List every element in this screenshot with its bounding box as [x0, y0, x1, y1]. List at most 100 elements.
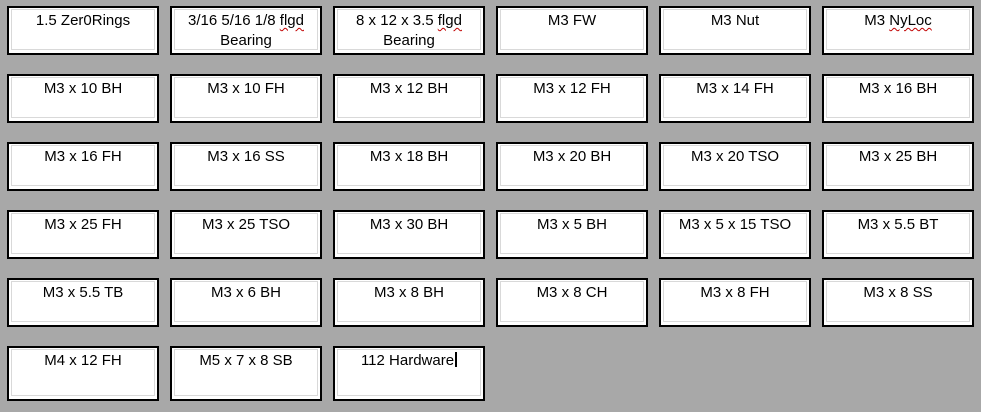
- label-segment: 3/16 5/16 1/8: [188, 12, 280, 29]
- label-text: M3 x 25 FH: [9, 212, 157, 235]
- label-cell[interactable]: M3 FW: [496, 6, 648, 55]
- label-cell[interactable]: M3 x 5.5 BT: [822, 210, 974, 259]
- label-segment: M3 x 16 BH: [858, 80, 938, 97]
- label-cell[interactable]: M3 x 10 BH: [7, 74, 159, 123]
- label-segment: Bearing: [220, 32, 272, 49]
- label-text: M3 x 16 SS: [172, 144, 320, 167]
- label-segment: M3 x 16 SS: [207, 148, 285, 165]
- label-text: M3 x 8 BH: [335, 280, 483, 303]
- label-cell[interactable]: 1.5 Zer0Rings: [7, 6, 159, 55]
- label-cell[interactable]: M4 x 12 FH: [7, 346, 159, 401]
- label-segment: M3 x 12 BH: [369, 80, 449, 97]
- label-cell[interactable]: M3 x 5 x 15 TSO: [659, 210, 811, 259]
- label-cell[interactable]: 112 Hardware: [333, 346, 485, 401]
- label-segment: M3 x 5.5 BT: [857, 216, 939, 233]
- label-cell[interactable]: M3 x 25 TSO: [170, 210, 322, 259]
- label-text: M3 FW: [498, 8, 646, 31]
- label-segment: M3 x 20 TSO: [690, 148, 780, 165]
- label-text: M3 x 20 TSO: [661, 144, 809, 167]
- label-segment: M3 x 5 BH: [536, 216, 608, 233]
- label-cell[interactable]: M3 x 5 BH: [496, 210, 648, 259]
- label-text: M3 x 14 FH: [661, 76, 809, 99]
- label-segment: M3 x 8 FH: [700, 284, 770, 301]
- label-segment: M3 x 10 FH: [207, 80, 285, 97]
- label-cell[interactable]: M3 Nut: [659, 6, 811, 55]
- label-cell[interactable]: M3 x 16 SS: [170, 142, 322, 191]
- label-cell[interactable]: M3 x 8 CH: [496, 278, 648, 327]
- label-segment: 1.5 Zer0Rings: [35, 12, 131, 29]
- label-cell[interactable]: 8 x 12 x 3.5 flgd Bearing: [333, 6, 485, 55]
- label-segment: M3 x 25 TSO: [201, 216, 291, 233]
- label-cell[interactable]: M3 x 25 BH: [822, 142, 974, 191]
- label-segment: M3: [864, 12, 890, 29]
- label-cell[interactable]: M5 x 7 x 8 SB: [170, 346, 322, 401]
- label-segment: M3 x 16 FH: [44, 148, 122, 165]
- label-segment: M3 x 10 BH: [43, 80, 123, 97]
- label-cell[interactable]: M3 x 8 FH: [659, 278, 811, 327]
- label-text: M3 x 12 FH: [498, 76, 646, 99]
- label-cell[interactable]: M3 x 8 BH: [333, 278, 485, 327]
- label-cell[interactable]: M3 x 30 BH: [333, 210, 485, 259]
- label-text: M3 x 12 BH: [335, 76, 483, 99]
- label-text: 112 Hardware: [335, 348, 483, 371]
- label-cell[interactable]: M3 x 20 TSO: [659, 142, 811, 191]
- label-text: M3 x 25 TSO: [172, 212, 320, 235]
- label-text: M3 x 5 x 15 TSO: [661, 212, 809, 235]
- label-text: M3 x 18 BH: [335, 144, 483, 167]
- label-cell[interactable]: M3 x 14 FH: [659, 74, 811, 123]
- label-text: M3 x 8 CH: [498, 280, 646, 303]
- label-cell[interactable]: M3 x 16 FH: [7, 142, 159, 191]
- label-segment: M3 Nut: [710, 12, 760, 29]
- label-segment: M3 x 14 FH: [696, 80, 774, 97]
- label-text: M3 Nut: [661, 8, 809, 31]
- label-text: M3 x 5.5 TB: [9, 280, 157, 303]
- label-segment: M3 x 25 BH: [858, 148, 938, 165]
- misspelled-word: flgd: [437, 12, 462, 29]
- label-text: M3 x 5 BH: [498, 212, 646, 235]
- label-text: M3 x 20 BH: [498, 144, 646, 167]
- label-segment: M3 x 25 FH: [44, 216, 122, 233]
- label-text: M3 x 10 FH: [172, 76, 320, 99]
- label-cell[interactable]: M3 x 5.5 TB: [7, 278, 159, 327]
- label-text: M3 x 5.5 BT: [824, 212, 972, 235]
- label-cell[interactable]: M3 x 18 BH: [333, 142, 485, 191]
- label-cell[interactable]: M3 x 10 FH: [170, 74, 322, 123]
- label-text: 8 x 12 x 3.5 flgd Bearing: [335, 8, 483, 51]
- label-segment: 8 x 12 x 3.5: [356, 12, 438, 29]
- label-cell[interactable]: M3 x 6 BH: [170, 278, 322, 327]
- label-text: M3 x 6 BH: [172, 280, 320, 303]
- label-text: M4 x 12 FH: [9, 348, 157, 371]
- label-cell[interactable]: M3 x 16 BH: [822, 74, 974, 123]
- label-text: M3 x 16 BH: [824, 76, 972, 99]
- label-segment: M3 x 8 SS: [863, 284, 933, 301]
- misspelled-word: flgd: [279, 12, 304, 29]
- label-text: M3 x 16 FH: [9, 144, 157, 167]
- label-segment: Bearing: [383, 32, 435, 49]
- label-text: M3 NyLoc: [824, 8, 972, 31]
- label-cell[interactable]: M3 NyLoc: [822, 6, 974, 55]
- label-cell[interactable]: M3 x 25 FH: [7, 210, 159, 259]
- label-segment: 112 Hardware: [360, 352, 455, 369]
- label-cell[interactable]: M3 x 8 SS: [822, 278, 974, 327]
- label-cell[interactable]: M3 x 12 FH: [496, 74, 648, 123]
- label-segment: M3 x 5 x 15 TSO: [678, 216, 792, 233]
- label-segment: M3 x 12 FH: [533, 80, 611, 97]
- text-cursor: [455, 352, 458, 367]
- label-grid: 1.5 Zer0Rings 3/16 5/16 1/8 flgd Bearing 8 …: [7, 6, 974, 401]
- label-text: M3 x 8 FH: [661, 280, 809, 303]
- label-segment: M3 x 5.5 TB: [42, 284, 124, 301]
- label-text: 1.5 Zer0Rings: [9, 8, 157, 31]
- label-cell[interactable]: 3/16 5/16 1/8 flgd Bearing: [170, 6, 322, 55]
- label-segment: M3 x 30 BH: [369, 216, 449, 233]
- label-cell[interactable]: M3 x 12 BH: [333, 74, 485, 123]
- label-text: M3 x 10 BH: [9, 76, 157, 99]
- label-segment: M4 x 12 FH: [44, 352, 122, 369]
- label-text: M3 x 25 BH: [824, 144, 972, 167]
- label-segment: M3 x 8 CH: [536, 284, 608, 301]
- misspelled-word: NyLoc: [889, 12, 932, 29]
- label-segment: M5 x 7 x 8 SB: [199, 352, 293, 369]
- label-cell[interactable]: M3 x 20 BH: [496, 142, 648, 191]
- label-text: M3 x 30 BH: [335, 212, 483, 235]
